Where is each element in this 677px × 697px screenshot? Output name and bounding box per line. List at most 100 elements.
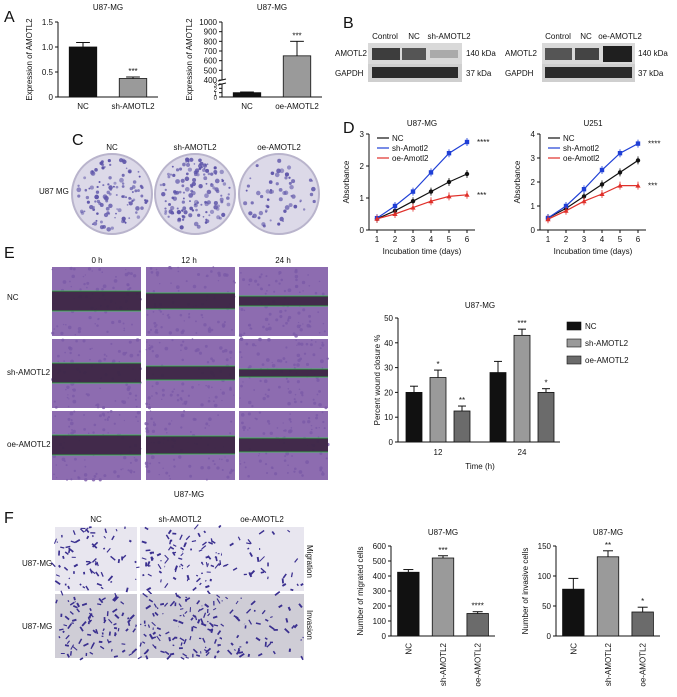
cell xyxy=(243,332,246,335)
cell xyxy=(68,547,74,553)
legend-label: oe-AMOTL2 xyxy=(585,356,629,365)
cell xyxy=(248,427,251,429)
cell xyxy=(148,633,154,640)
bar xyxy=(405,391,423,443)
colony xyxy=(182,206,187,211)
cell xyxy=(258,453,261,455)
y-tick-label: 2 xyxy=(531,178,536,187)
cell xyxy=(69,611,74,615)
x-tick-label: NC xyxy=(241,102,253,111)
cell xyxy=(89,607,92,612)
cell xyxy=(294,334,298,338)
cell xyxy=(65,464,68,467)
cell xyxy=(77,326,82,331)
cell xyxy=(205,275,208,277)
cell xyxy=(208,397,210,399)
wound-footer-label: U87-MG xyxy=(174,490,204,499)
cell xyxy=(189,430,192,433)
cell xyxy=(279,314,283,319)
x-tick-label: oe-AMOTL2 xyxy=(639,642,648,686)
cell xyxy=(302,636,304,639)
cell xyxy=(158,341,161,344)
colony xyxy=(108,203,113,208)
colony xyxy=(185,172,189,176)
cell xyxy=(258,455,260,457)
cell xyxy=(162,313,164,315)
series-line xyxy=(376,194,468,220)
cell xyxy=(178,603,182,608)
chart-title: U87-MG xyxy=(465,301,495,310)
colony xyxy=(80,211,85,215)
cell xyxy=(89,568,93,574)
colony xyxy=(192,177,197,183)
cell xyxy=(70,419,73,422)
cell xyxy=(254,279,258,283)
cell xyxy=(66,385,70,389)
cell xyxy=(82,275,85,278)
colony xyxy=(269,219,272,222)
cell xyxy=(213,624,219,627)
cell xyxy=(148,347,152,351)
cell xyxy=(65,634,70,640)
cell xyxy=(66,478,68,481)
cell xyxy=(203,612,207,618)
colony-dish xyxy=(238,153,320,235)
x-tick-label: 5 xyxy=(447,235,452,244)
colony xyxy=(94,194,99,200)
colony xyxy=(206,189,212,195)
cell xyxy=(299,357,303,361)
cell xyxy=(158,634,162,637)
cell xyxy=(308,320,312,323)
colony xyxy=(110,226,114,230)
cell xyxy=(187,394,190,397)
cell xyxy=(70,478,73,481)
cell xyxy=(182,410,186,413)
cell xyxy=(287,606,292,611)
cell xyxy=(107,575,114,582)
significance-label: *** xyxy=(438,546,447,555)
cell xyxy=(180,546,185,551)
cell xyxy=(294,393,297,396)
cell xyxy=(229,609,234,614)
cell xyxy=(285,346,288,349)
data-point xyxy=(428,198,434,204)
cell xyxy=(164,554,170,560)
cell xyxy=(101,597,106,601)
cell xyxy=(86,281,90,285)
cell xyxy=(154,611,159,616)
cell xyxy=(106,330,109,334)
cell xyxy=(200,313,203,317)
blot-band xyxy=(603,46,632,62)
cell xyxy=(118,360,121,363)
panel-label-c: C xyxy=(72,132,84,149)
colony xyxy=(128,196,132,200)
colony xyxy=(181,184,185,188)
legend-label: NC xyxy=(585,322,597,331)
legend-label: oe-Amotl2 xyxy=(392,154,429,163)
cell xyxy=(71,618,77,622)
cell xyxy=(71,429,73,431)
cell xyxy=(180,642,183,646)
colony xyxy=(175,168,180,172)
cell xyxy=(223,273,227,277)
transwell-header: sh-AMOTL2 xyxy=(158,515,202,524)
colony xyxy=(184,187,190,192)
colony xyxy=(248,211,253,216)
colony xyxy=(255,164,259,168)
cell xyxy=(239,351,242,354)
cell xyxy=(141,557,147,560)
colony xyxy=(213,201,218,206)
cell xyxy=(117,627,120,632)
cell xyxy=(320,359,324,364)
cell xyxy=(120,468,123,471)
colony xyxy=(125,196,127,199)
cell xyxy=(96,403,100,407)
cell xyxy=(172,576,177,581)
cell xyxy=(64,615,70,621)
cell xyxy=(285,451,290,456)
colony xyxy=(131,185,136,189)
cell xyxy=(152,612,155,617)
cell xyxy=(168,475,171,477)
cell xyxy=(116,474,120,478)
cell xyxy=(72,530,76,536)
